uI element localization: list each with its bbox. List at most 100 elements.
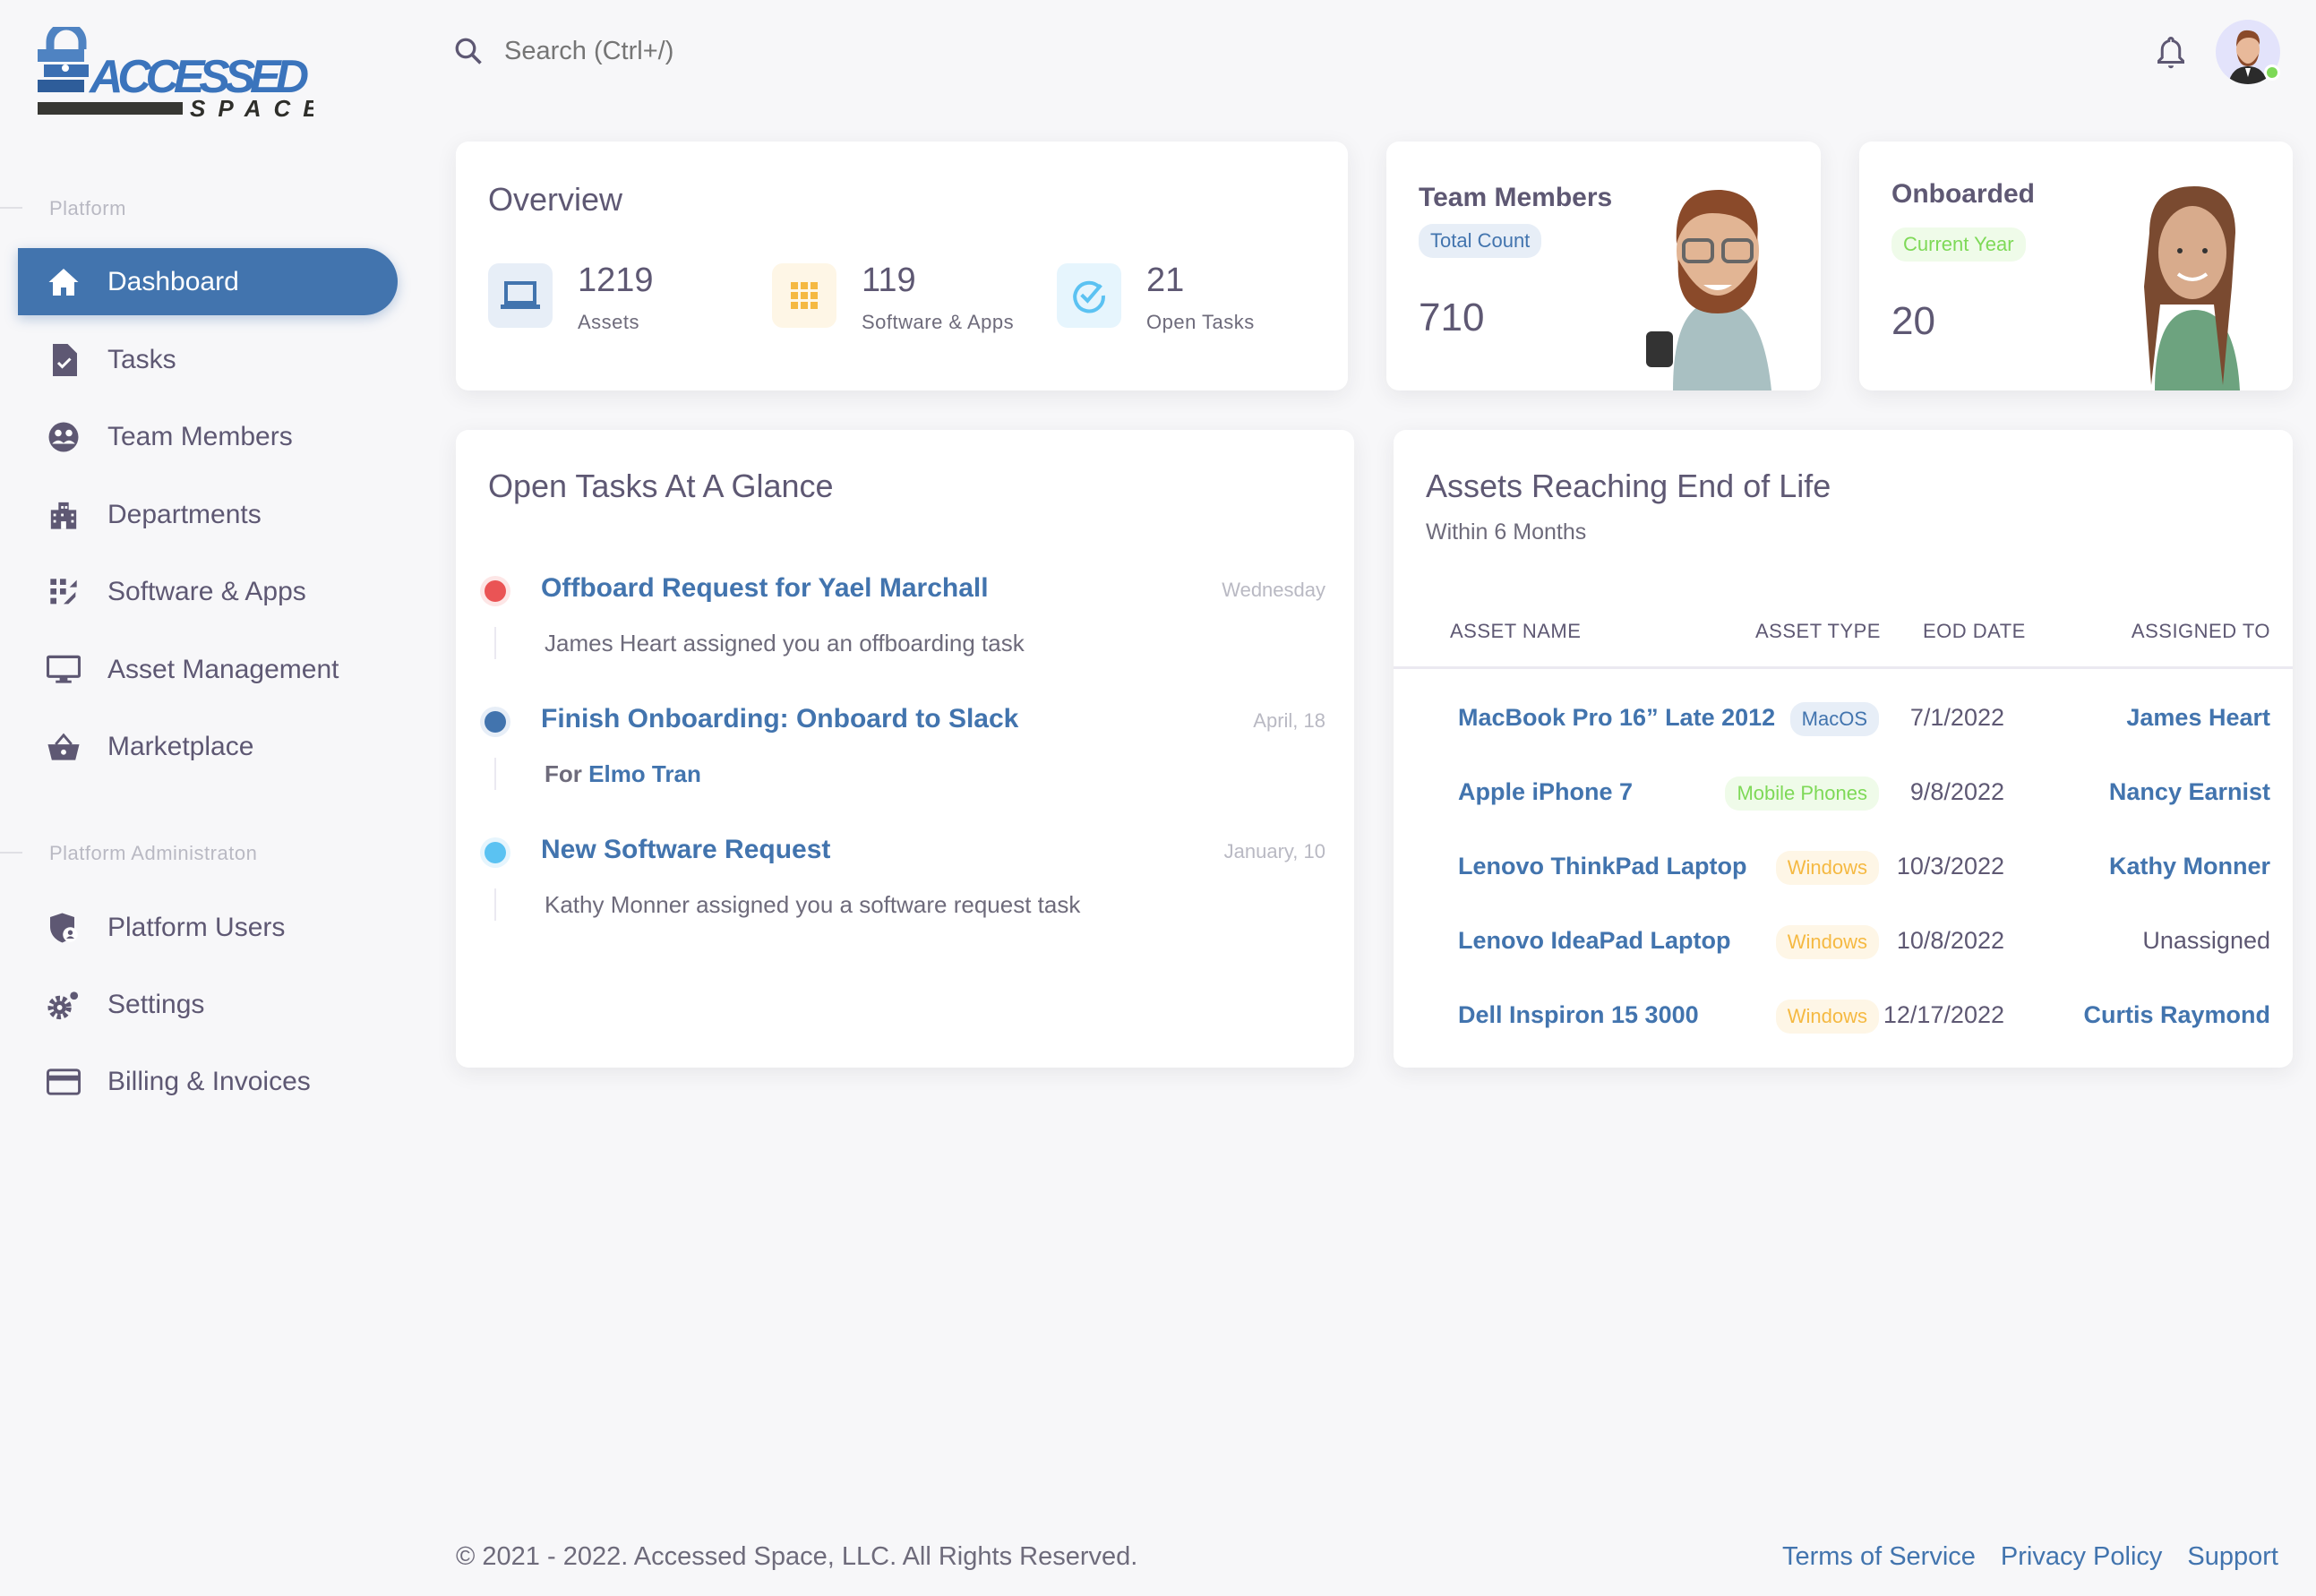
privacy-link[interactable]: Privacy Policy <box>2000 1542 2163 1571</box>
asset-type-badge: Windows <box>1775 1000 1879 1034</box>
assigned-to[interactable]: Curtis Raymond <box>2083 1001 2270 1028</box>
task-title[interactable]: New Software Request <box>541 835 831 864</box>
onboarded-card[interactable]: Onboarded Current Year 20 <box>1859 142 2293 390</box>
sidebar-item-departments[interactable]: Departments <box>18 481 398 548</box>
copyright: © 2021 - 2022. Accessed Space, LLC. All … <box>456 1542 1138 1571</box>
man-illustration <box>1646 189 1771 390</box>
assigned-to[interactable]: James Heart <box>2126 704 2270 731</box>
sidebar-item-billing-invoices[interactable]: Billing & Invoices <box>18 1048 398 1115</box>
svg-text:ACCESSED: ACCESSED <box>88 51 309 103</box>
desc-prefix: For <box>545 760 582 787</box>
task-item[interactable]: Finish Onboarding: Onboard to Slack Apri… <box>485 704 1325 802</box>
task-description: James Heart assigned you an offboarding … <box>545 630 1025 656</box>
stat-assets[interactable]: 1219 Assets <box>488 262 654 334</box>
assigned-to[interactable]: Kathy Monner <box>2108 853 2270 880</box>
column-header: ASSIGNED TO <box>2131 620 2270 642</box>
sidebar-item-software-apps[interactable]: Software & Apps <box>18 558 398 625</box>
header-divider <box>1394 666 2293 669</box>
sidebar-item-marketplace[interactable]: Marketplace <box>18 713 398 780</box>
task-date: April, 18 <box>1253 709 1325 732</box>
overview-card: Overview 1219 Assets 119 Software & Apps 2… <box>456 142 1348 390</box>
section-label-platform: Platform <box>49 197 126 219</box>
task-item[interactable]: Offboard Request for Yael Marchall Wedne… <box>485 573 1325 672</box>
task-title[interactable]: Offboard Request for Yael Marchall <box>541 573 989 603</box>
task-item[interactable]: New Software Request January, 10 Kathy M… <box>485 835 1325 933</box>
online-status-dot <box>2264 64 2280 81</box>
asset-name[interactable]: MacBook Pro 16” Late 2012 <box>1458 704 1776 731</box>
sidebar-item-label: Tasks <box>107 344 176 374</box>
laptop-icon <box>488 263 553 328</box>
status-dot <box>485 580 506 602</box>
home-icon <box>47 265 81 299</box>
asset-type-badge: Windows <box>1775 925 1879 959</box>
search-input[interactable] <box>504 36 1042 66</box>
card-title: Team Members <box>1419 183 1613 212</box>
eod-date: 9/8/2022 <box>1909 778 2004 805</box>
shield-user-icon <box>47 911 81 945</box>
sidebar-item-dashboard[interactable]: Dashboard <box>18 248 398 315</box>
timeline-line <box>494 888 496 921</box>
stat-software-apps[interactable]: 119 Software & Apps <box>772 262 1015 334</box>
task-description: Kathy Monner assigned you a software req… <box>545 891 1081 918</box>
column-header: ASSET NAME <box>1450 620 1582 642</box>
table-row[interactable]: Lenovo IdeaPad Laptop Windows 10/8/2022 … <box>1394 914 2293 968</box>
section-label-admin: Platform Administraton <box>49 842 258 864</box>
svg-text:SPACE: SPACE <box>190 95 313 122</box>
check-circle-icon <box>1057 263 1121 328</box>
onboarded-value: 20 <box>1891 299 1935 343</box>
terms-link[interactable]: Terms of Service <box>1781 1542 1976 1571</box>
stat-label: Open Tasks <box>1146 311 1255 333</box>
search-icon <box>455 38 482 64</box>
assets-eol-card: Assets Reaching End of Life Within 6 Mon… <box>1394 430 2293 1068</box>
stat-label: Software & Apps <box>862 311 1015 333</box>
table-row[interactable]: Lenovo ThinkPad Laptop Windows 10/3/2022… <box>1394 840 2293 894</box>
asset-name[interactable]: Dell Inspiron 15 3000 <box>1458 1001 1699 1028</box>
total-count-badge: Total Count <box>1419 224 1542 258</box>
asset-type-badge: Mobile Phones <box>1725 777 1879 811</box>
sidebar-item-label: Dashboard <box>107 266 239 296</box>
column-header: EOD DATE <box>1923 620 2026 642</box>
logo[interactable]: ACCESSED SPACE <box>36 21 319 125</box>
stat-open-tasks[interactable]: 21 Open Tasks <box>1057 262 1255 334</box>
bell-icon[interactable] <box>2155 34 2187 76</box>
timeline-line <box>494 758 496 790</box>
eod-date: 10/8/2022 <box>1896 927 2004 954</box>
assigned-to[interactable]: Nancy Earnist <box>2108 778 2270 805</box>
card-subtitle: Within 6 Months <box>1426 519 1587 545</box>
support-link[interactable]: Support <box>2187 1542 2278 1571</box>
sidebar-item-label: Team Members <box>107 421 293 451</box>
card-title: Overview <box>488 181 623 218</box>
sidebar-item-tasks[interactable]: Tasks <box>18 326 398 393</box>
user-link[interactable]: Elmo Tran <box>588 760 701 787</box>
table-row[interactable]: Apple iPhone 7 Mobile Phones 9/8/2022 Na… <box>1394 766 2293 819</box>
task-description: For Elmo Tran <box>545 760 701 788</box>
assigned-to: Unassigned <box>2142 927 2270 954</box>
asset-name[interactable]: Lenovo ThinkPad Laptop <box>1458 853 1747 880</box>
stat-label: Assets <box>578 311 640 333</box>
sidebar-item-team-members[interactable]: Team Members <box>18 403 398 470</box>
table-row[interactable]: MacBook Pro 16” Late 2012 MacOS 7/1/2022… <box>1394 691 2293 745</box>
task-date: January, 10 <box>1223 840 1325 862</box>
credit-card-icon <box>47 1065 81 1099</box>
avatar[interactable] <box>2216 20 2280 84</box>
section-divider <box>0 852 22 854</box>
sidebar-item-label: Software & Apps <box>107 576 306 606</box>
asset-name[interactable]: Lenovo IdeaPad Laptop <box>1458 927 1731 954</box>
status-dot <box>485 842 506 863</box>
asset-type-badge: MacOS <box>1789 702 1879 736</box>
sidebar-item-platform-users[interactable]: Platform Users <box>18 894 398 961</box>
task-date: Wednesday <box>1222 579 1325 601</box>
footer-links: Terms of Service Privacy Policy Support <box>1782 1542 2278 1572</box>
team-members-card[interactable]: Team Members Total Count 710 <box>1386 142 1821 390</box>
sidebar-item-asset-management[interactable]: Asset Management <box>18 636 398 703</box>
sidebar-item-settings[interactable]: Settings <box>18 971 398 1038</box>
stat-value: 119 <box>862 262 916 299</box>
table-row[interactable]: Dell Inspiron 15 3000 Windows 12/17/2022… <box>1394 989 2293 1043</box>
search-bar[interactable] <box>452 30 1079 72</box>
sidebar-item-label: Billing & Invoices <box>107 1066 311 1096</box>
task-title[interactable]: Finish Onboarding: Onboard to Slack <box>541 704 1019 734</box>
asset-name[interactable]: Apple iPhone 7 <box>1458 778 1634 805</box>
team-icon <box>47 420 81 454</box>
grid-icon <box>772 263 836 328</box>
asset-type-badge: Windows <box>1775 851 1879 885</box>
